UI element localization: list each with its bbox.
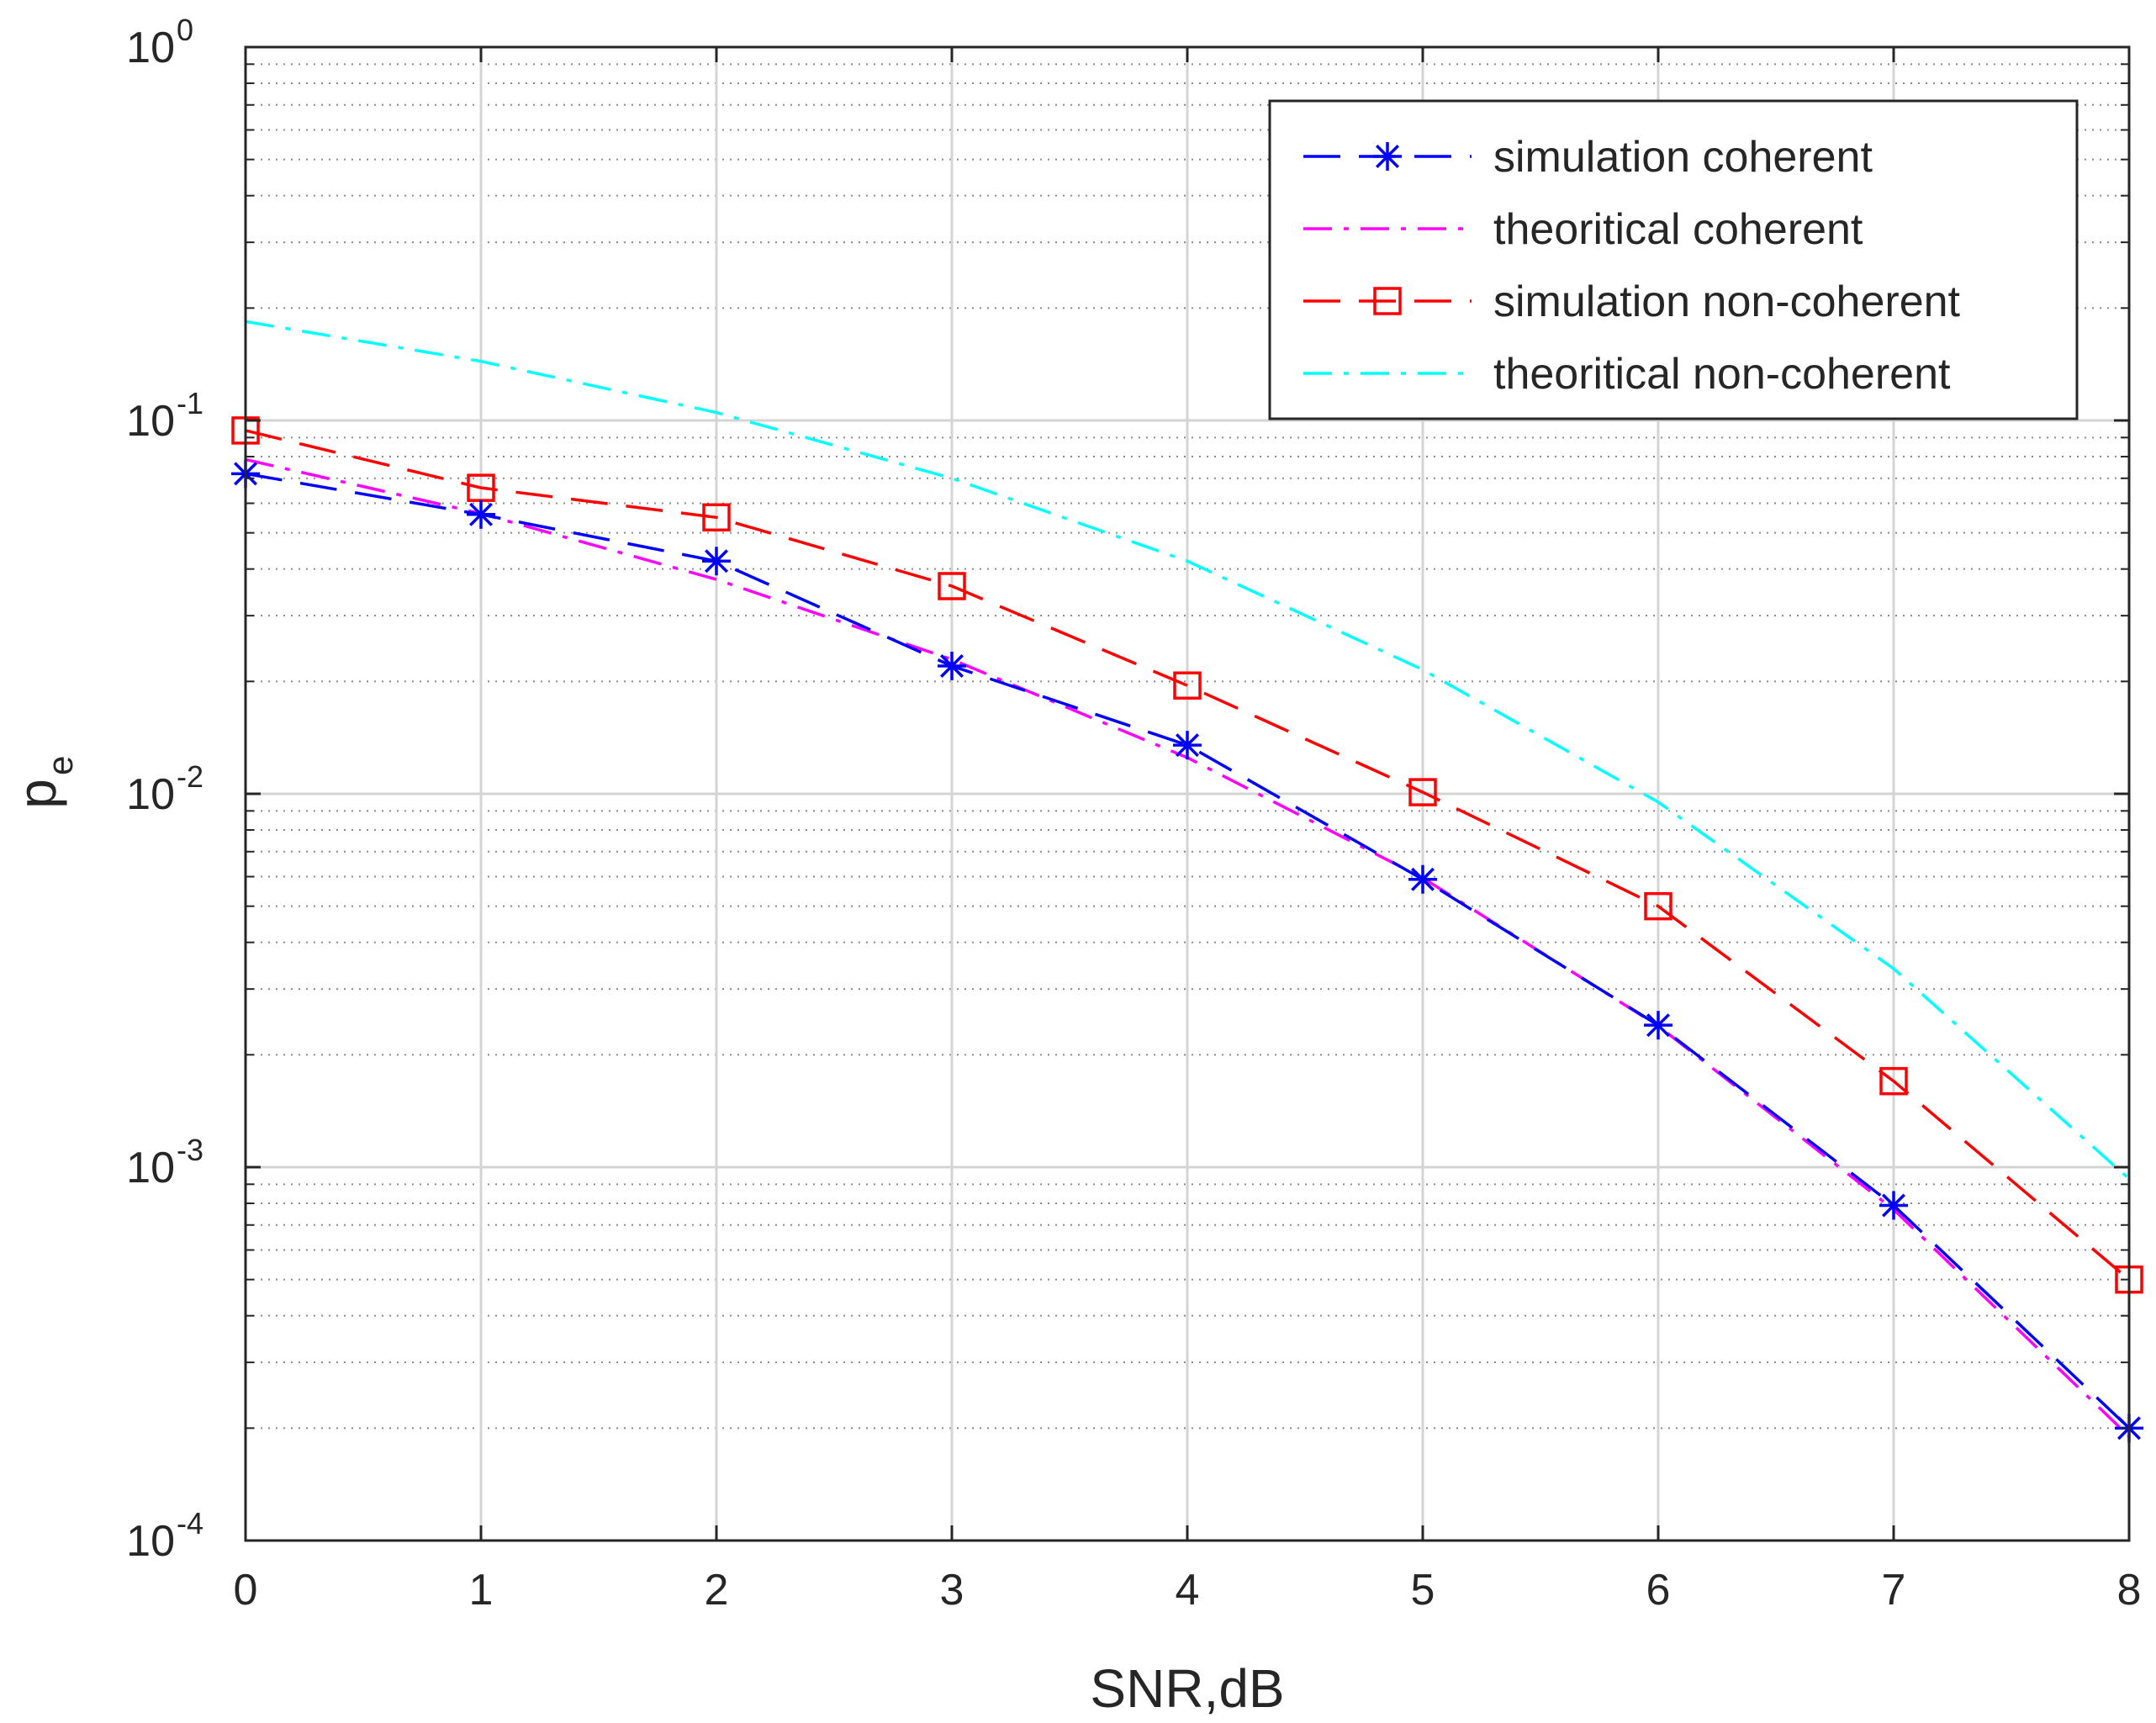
data-point-simulation-coherent	[1644, 1011, 1672, 1040]
y-axis-label-subscript: e	[40, 756, 80, 775]
series-line-simulation-coherent	[245, 472, 2131, 1430]
data-point-simulation-coherent	[1879, 1191, 1908, 1220]
x-axis-label: SNR,dB	[1090, 1658, 1284, 1719]
marker-stroke	[1376, 145, 1399, 168]
y-tick-label-base: 10	[126, 24, 175, 72]
x-tick-label: 6	[1646, 1566, 1671, 1615]
y-axis-label-main: p	[7, 779, 67, 809]
y-tick-label-exponent: -2	[177, 759, 203, 794]
data-point-simulation-non-coherent	[1173, 671, 1202, 700]
marker-stroke	[1411, 867, 1435, 891]
legend-entry: simulation non-coherent	[1303, 277, 1961, 326]
y-tick-label-exponent: -1	[177, 386, 203, 420]
x-tick-label: 7	[1882, 1566, 1906, 1615]
series-line-theoritical-non-coherent	[245, 320, 2131, 1181]
axis-ticks	[244, 45, 2131, 1542]
legend-label: theoritical non-coherent	[1493, 350, 1951, 399]
x-tick-label: 2	[705, 1566, 729, 1615]
x-tick-label: 5	[1411, 1566, 1435, 1615]
y-tick-label-base: 10	[126, 1517, 175, 1566]
y-tick-label-exponent: -4	[177, 1506, 203, 1541]
x-tick-label: 0	[234, 1566, 258, 1615]
y-tick-label-exponent: 0	[177, 13, 193, 47]
y-tick-label: 10 -2	[126, 759, 203, 819]
legend-entries: simulation coherent theoritical coherent s…	[1303, 133, 1961, 399]
y-axis-label: p e	[7, 756, 80, 809]
data-point-simulation-non-coherent	[938, 572, 966, 600]
legend-marker	[1373, 142, 1402, 171]
y-tick-label-exponent: -3	[177, 1133, 203, 1167]
legend-entry: simulation coherent	[1303, 133, 1873, 182]
y-tick-label: 10 0	[126, 13, 193, 72]
data-point-simulation-coherent	[1408, 864, 1437, 894]
data-point-simulation-coherent	[1173, 731, 1202, 760]
legend-entry: theoritical coherent	[1303, 205, 1863, 254]
data-point-simulation-coherent	[938, 651, 966, 680]
marker-stroke	[1882, 1193, 1905, 1218]
marker-stroke	[705, 549, 728, 573]
data-point-simulation-non-coherent	[1408, 778, 1437, 806]
legend-label: simulation coherent	[1493, 133, 1873, 182]
x-tick-label: 3	[940, 1566, 964, 1615]
data-point-simulation-non-coherent	[1644, 891, 1672, 921]
data-point-simulation-coherent	[702, 547, 731, 576]
x-tick-label: 1	[469, 1566, 494, 1615]
y-tick-label-base: 10	[126, 770, 175, 819]
legend: simulation coherent theoritical coherent s…	[1268, 99, 2079, 420]
y-tick-label: 10 -1	[126, 386, 203, 446]
marker-stroke	[940, 653, 964, 678]
data-point-simulation-coherent	[467, 499, 495, 529]
series-line-simulation-non-coherent	[245, 429, 2131, 1282]
y-tick-label: 10 -3	[126, 1133, 203, 1192]
y-tick-label-base: 10	[126, 1144, 175, 1192]
legend-label: simulation non-coherent	[1493, 277, 1961, 326]
data-point-simulation-non-coherent	[702, 503, 731, 532]
legend-label: theoritical coherent	[1493, 205, 1863, 254]
marker-stroke	[1176, 733, 1199, 758]
legend-entry: theoritical non-coherent	[1303, 350, 1951, 399]
legend-marker	[1373, 287, 1402, 315]
x-tick-labels: 0 1 2 3 4 5 6 7 8	[234, 1566, 2142, 1615]
marker-stroke	[1646, 1013, 1670, 1038]
y-tick-label-base: 10	[126, 397, 175, 446]
marker-stroke	[469, 502, 493, 526]
x-tick-label: 8	[2117, 1566, 2142, 1615]
x-tick-label: 4	[1176, 1566, 1200, 1615]
y-tick-label: 10 -4	[126, 1506, 203, 1566]
data-point-simulation-non-coherent	[1879, 1066, 1908, 1096]
legend-box	[1268, 99, 2079, 420]
